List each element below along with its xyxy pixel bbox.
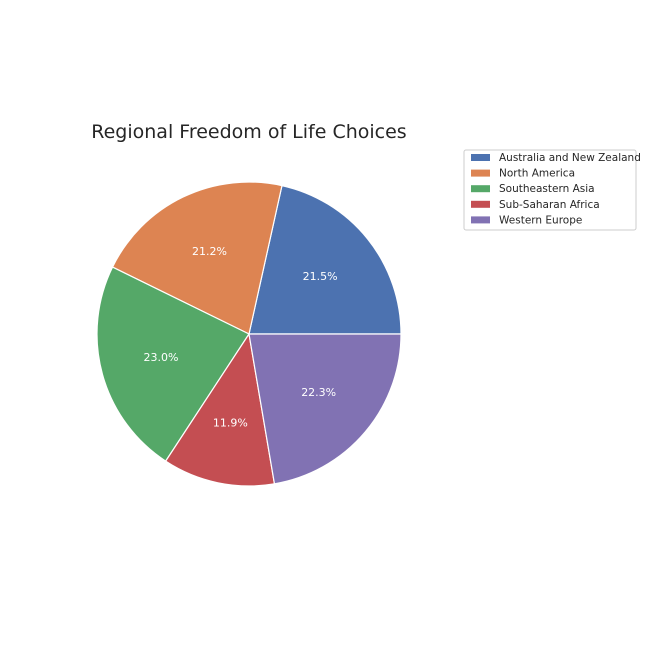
legend-swatch xyxy=(471,154,490,161)
pie-slice xyxy=(164,332,276,487)
legend-label: North America xyxy=(499,168,575,180)
slice-percent-label: 11.9% xyxy=(213,416,248,429)
legend: Australia and New Zealand North America So… xyxy=(463,149,641,231)
chart-title: Regional Freedom of Life Choices xyxy=(91,121,406,143)
legend-swatch xyxy=(471,185,490,193)
slice-percent-label: 21.5% xyxy=(303,270,338,283)
legend-swatch xyxy=(471,169,490,177)
slice-percent-label: 23.0% xyxy=(144,351,179,364)
slice-percent-label: 21.2% xyxy=(192,245,227,258)
pie-slice xyxy=(111,181,283,335)
legend-label: Southeastern Asia xyxy=(499,183,595,195)
legend-label: Sub-Saharan Africa xyxy=(499,199,600,211)
legend-label: Australia and New Zealand xyxy=(499,152,641,164)
legend-label: Western Europe xyxy=(499,214,582,226)
pie-slice xyxy=(248,333,402,485)
legend-swatch xyxy=(471,200,490,208)
legend-swatch xyxy=(471,216,490,224)
legend-box xyxy=(463,149,637,231)
pie-slice xyxy=(248,184,402,335)
pie-slices xyxy=(96,181,402,487)
pie-slice-labels: 21.5% 21.2% 23.0% 11.9% 22.3% xyxy=(144,245,338,429)
pie-slice xyxy=(96,266,250,462)
slice-percent-label: 22.3% xyxy=(301,386,336,399)
